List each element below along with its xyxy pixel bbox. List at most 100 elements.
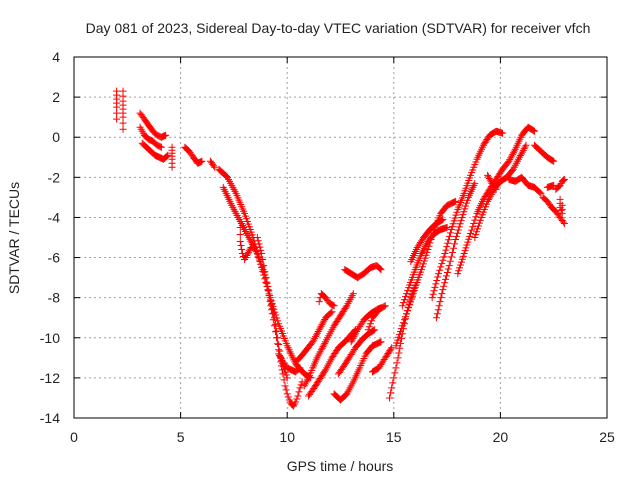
data-point (383, 351, 391, 359)
data-point (317, 322, 325, 330)
x-tick-label: 15 (386, 429, 402, 445)
data-point (464, 238, 472, 246)
data-point (443, 268, 451, 276)
data-point (387, 389, 395, 397)
data-point (381, 354, 389, 362)
data-point (268, 310, 276, 318)
data-point (377, 266, 385, 274)
data-point (455, 267, 463, 275)
data-point (444, 239, 452, 247)
data-point (162, 153, 170, 161)
data-point (473, 228, 481, 236)
data-point (259, 256, 267, 264)
data-point (418, 248, 426, 256)
data-point (435, 302, 443, 310)
y-tick-label: -4 (48, 209, 61, 225)
data-point (452, 236, 460, 244)
data-point (297, 381, 305, 389)
data-point (247, 237, 255, 245)
data-point (400, 296, 408, 304)
data-point (494, 172, 502, 180)
data-point (394, 336, 402, 344)
data-point (313, 379, 321, 387)
data-point (162, 131, 170, 139)
data-point (341, 360, 349, 368)
data-point (460, 208, 468, 216)
data-point (429, 290, 437, 298)
data-point (371, 326, 379, 334)
data-series-arc-19 (334, 326, 379, 378)
data-point (316, 374, 324, 382)
data-point (334, 316, 342, 324)
data-point (386, 394, 394, 402)
data-series-arc-37 (552, 175, 568, 193)
data-point (341, 392, 349, 400)
data-point (366, 320, 374, 328)
x-tick-label: 10 (279, 429, 295, 445)
data-point (451, 198, 459, 206)
data-point (531, 127, 539, 135)
data-point (453, 208, 461, 216)
data-point (350, 333, 358, 341)
data-point (243, 252, 251, 260)
data-point (333, 317, 341, 325)
data-point (549, 157, 557, 165)
data-series-arc-28 (428, 127, 507, 302)
data-point (453, 232, 461, 240)
data-point (262, 274, 270, 282)
data-point (296, 364, 304, 372)
data-point (480, 140, 488, 148)
data-point (293, 395, 301, 403)
data-point (405, 304, 413, 312)
data-point (254, 237, 262, 245)
data-point (454, 270, 462, 278)
data-point (454, 226, 462, 234)
data-point (472, 231, 480, 239)
data-point (462, 202, 470, 210)
data-point (273, 327, 281, 335)
data-point (437, 217, 445, 225)
data-point (113, 109, 121, 117)
data-point (440, 282, 448, 290)
data-point (390, 374, 398, 382)
data-point (276, 351, 284, 359)
data-point (430, 287, 438, 295)
data-point (309, 338, 317, 346)
data-point (164, 151, 172, 159)
data-series-arc-23 (368, 344, 396, 376)
data-series-arc-21 (341, 262, 385, 282)
data-point (399, 299, 407, 307)
data-point (351, 331, 359, 339)
data-point (113, 115, 121, 123)
data-point (252, 248, 260, 256)
data-point (510, 147, 518, 155)
data-point (422, 241, 430, 249)
data-point (292, 398, 300, 406)
data-point (251, 244, 259, 252)
data-series-arc-08 (206, 157, 219, 171)
grid-lines (74, 57, 607, 418)
data-point (445, 236, 453, 244)
data-point (377, 338, 385, 346)
data-point (249, 241, 257, 249)
data-point (442, 246, 450, 254)
data-point (497, 168, 505, 176)
data-point (370, 326, 378, 334)
data-point (516, 153, 524, 161)
data-point (446, 229, 454, 237)
data-point (517, 152, 525, 160)
data-point (273, 334, 281, 342)
y-tick-label: -2 (48, 169, 61, 185)
data-point (446, 232, 454, 240)
data-point (560, 219, 568, 227)
data-point (256, 243, 264, 251)
data-series-arc-05 (138, 139, 172, 163)
data-series-arc-26 (398, 223, 451, 310)
data-series-arc-13 (275, 350, 304, 376)
data-point (168, 163, 176, 171)
data-point (519, 146, 527, 154)
data-point (282, 386, 290, 394)
data-point (440, 253, 448, 261)
data-point (312, 331, 320, 339)
data-point (338, 309, 346, 317)
